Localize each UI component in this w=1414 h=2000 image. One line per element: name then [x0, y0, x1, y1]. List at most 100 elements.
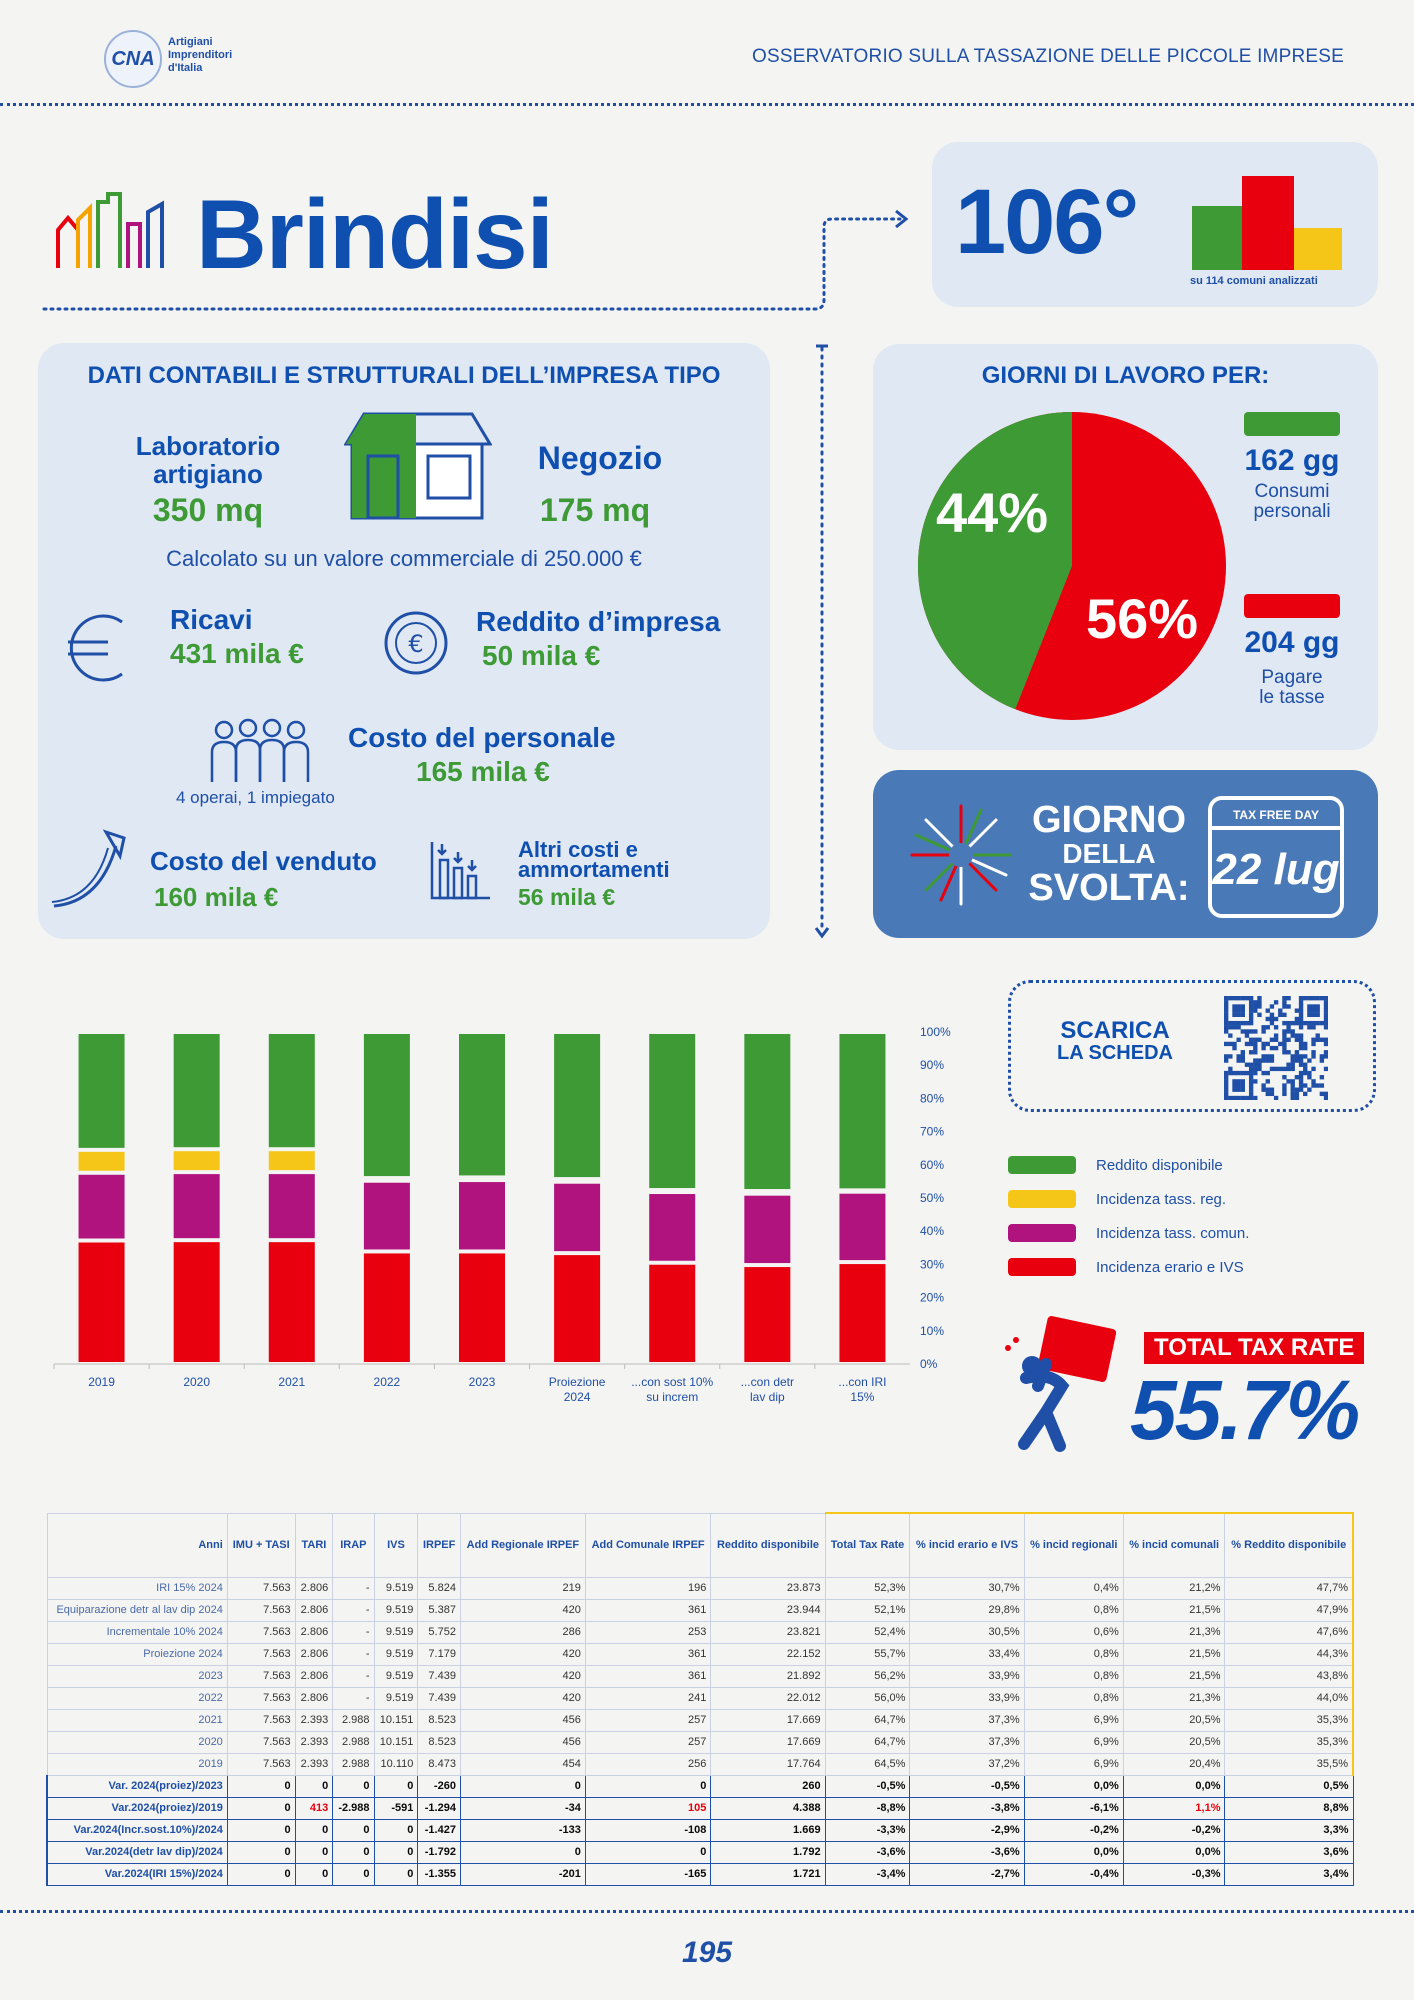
x-tick-label: 2021 — [278, 1375, 305, 1389]
cna-logo: CNA — [104, 30, 162, 88]
table-cell: 0 — [584, 1840, 712, 1864]
legend-item: Incidenza tass. comun. — [1008, 1216, 1249, 1250]
table-cell: - — [332, 1620, 375, 1644]
variation-row: Var.2024(proiez)/2019 0 413 -2.988 -591 -1.29… — [45, 1796, 1354, 1820]
table-header-cell: Reddito disponibile — [710, 1512, 826, 1578]
table-cell: 35,5% — [1224, 1752, 1355, 1776]
table-cell: 241 — [584, 1686, 712, 1710]
table-cell: 21,3% — [1122, 1686, 1226, 1710]
table-cell: 64,5% — [824, 1752, 911, 1776]
table-cell: -2.988 — [332, 1796, 375, 1820]
bar-segment — [78, 1242, 125, 1362]
table-cell: 105 — [584, 1796, 712, 1820]
table-cell: 456 — [459, 1708, 586, 1732]
logo-line: d'Italia — [168, 62, 203, 74]
row-label: Var. 2024(proiez)/2023 — [45, 1774, 228, 1798]
city-skyline-icon — [56, 192, 164, 268]
table-row: 2021 7.563 2.393 2.988 10.151 8.523 456 257 17.6… — [46, 1708, 1355, 1732]
total-tax-rate-value: 55.7% — [1130, 1363, 1360, 1457]
table-cell: 420 — [459, 1664, 586, 1688]
table-cell: 56,0% — [824, 1686, 911, 1710]
table-cell: 2.988 — [332, 1752, 375, 1776]
bar-segment — [363, 1182, 410, 1250]
staff-label: Costo del personale — [348, 722, 616, 753]
y-tick-label: 30% — [920, 1257, 944, 1271]
x-tick-label: ...con sost 10% — [631, 1375, 713, 1389]
table-cell: 17.669 — [710, 1730, 826, 1754]
x-tick-label: ...con detr — [741, 1375, 794, 1389]
table-cell: 10.110 — [373, 1752, 419, 1776]
table-cell: 196 — [584, 1576, 712, 1600]
table-header-row: Anni IMU + TASI TARI IRAP IVS IRPEF Add Region… — [46, 1512, 1355, 1578]
table-cell: 43,8% — [1224, 1664, 1355, 1688]
cogs-label: Costo del venduto — [150, 846, 377, 876]
table-cell: 3,3% — [1224, 1818, 1354, 1842]
table-cell: -2,9% — [909, 1818, 1025, 1842]
bar-segment — [268, 1034, 315, 1148]
table-header-cell: % incid regionali — [1023, 1512, 1124, 1578]
table-cell: 0 — [226, 1862, 296, 1886]
table-cell: -8,8% — [824, 1796, 911, 1820]
download-label[interactable]: SCARICA LA SCHEDA — [1030, 1019, 1200, 1065]
table-cell: 64,7% — [824, 1730, 911, 1754]
y-tick-label: 20% — [920, 1291, 944, 1305]
bar-segment — [649, 1264, 696, 1362]
row-label: Var.2024(IRI 15%)/2024 — [45, 1862, 228, 1886]
table-cell: 9.519 — [373, 1642, 419, 1666]
legend-item: Reddito disponibile — [1008, 1148, 1249, 1182]
table-header-cell: Anni — [46, 1512, 228, 1578]
bar-segment — [744, 1267, 791, 1362]
qr-code-icon[interactable] — [1224, 996, 1328, 1100]
legend-label: Incidenza erario e IVS — [1096, 1258, 1244, 1276]
total-tax-rate-label: TOTAL TAX RATE — [1144, 1332, 1365, 1364]
logo-mark: CNA — [111, 47, 155, 70]
download-label-line: LA SCHEDA — [1057, 1042, 1173, 1064]
table-cell: 47,6% — [1224, 1620, 1355, 1644]
table-cell: 21,2% — [1122, 1576, 1226, 1600]
table-cell: 8,8% — [1224, 1796, 1354, 1820]
table-cell: 0,8% — [1023, 1642, 1124, 1666]
green-days-label: Consumi personali — [1226, 482, 1358, 522]
table-cell: - — [332, 1598, 375, 1622]
table-cell: - — [332, 1686, 375, 1710]
table-cell: 0 — [332, 1774, 375, 1798]
tax-table: Anni IMU + TASI TARI IRAP IVS IRPEF Add Region… — [45, 1512, 1355, 1886]
x-tick-label: lav dip — [750, 1390, 785, 1404]
table-cell: 56,2% — [824, 1664, 911, 1688]
row-label: Var.2024(detr lav dip)/2024 — [45, 1840, 228, 1864]
x-tick-label: 2019 — [88, 1375, 115, 1389]
table-cell: 33,9% — [909, 1664, 1025, 1688]
table-cell: 361 — [584, 1642, 712, 1666]
table-cell: - — [332, 1576, 375, 1600]
bar-segment — [459, 1253, 505, 1362]
table-cell: 0,8% — [1023, 1686, 1124, 1710]
bar-segment — [649, 1034, 696, 1189]
table-cell: -3,6% — [824, 1840, 911, 1864]
table-cell: 30,7% — [909, 1576, 1025, 1600]
table-cell: 0 — [373, 1840, 419, 1864]
costs-chart-icon — [430, 842, 490, 900]
bar-segment — [649, 1194, 696, 1261]
table-cell: -108 — [584, 1818, 712, 1842]
table-cell: 7.439 — [417, 1664, 461, 1688]
download-card[interactable] — [1008, 980, 1376, 1112]
row-label: Equiparazione detr al lav dip 2024 — [46, 1598, 228, 1622]
table-cell: -201 — [459, 1862, 586, 1886]
table-cell: 420 — [459, 1686, 586, 1710]
table-cell: 0 — [332, 1862, 375, 1886]
table-cell: 454 — [459, 1752, 586, 1776]
y-tick-label: 60% — [920, 1158, 944, 1172]
table-cell: 0 — [226, 1840, 296, 1864]
connector-line — [42, 209, 909, 311]
row-label: Var.2024(proiez)/2019 — [45, 1796, 228, 1820]
table-cell: 7.563 — [226, 1686, 296, 1710]
table-cell: 22.152 — [710, 1642, 826, 1666]
table-header-cell: % Reddito disponibile — [1224, 1512, 1355, 1578]
table-header-cell: IRPEF — [417, 1512, 461, 1578]
table-cell: 44,0% — [1224, 1686, 1355, 1710]
table-header-cell: Add Regionale IRPEF — [459, 1512, 586, 1578]
red-days-label: Pagare le tasse — [1226, 668, 1358, 708]
red-days: 204 gg — [1244, 626, 1340, 659]
table-cell: -3,6% — [909, 1840, 1025, 1864]
row-label: 2023 — [46, 1664, 228, 1688]
